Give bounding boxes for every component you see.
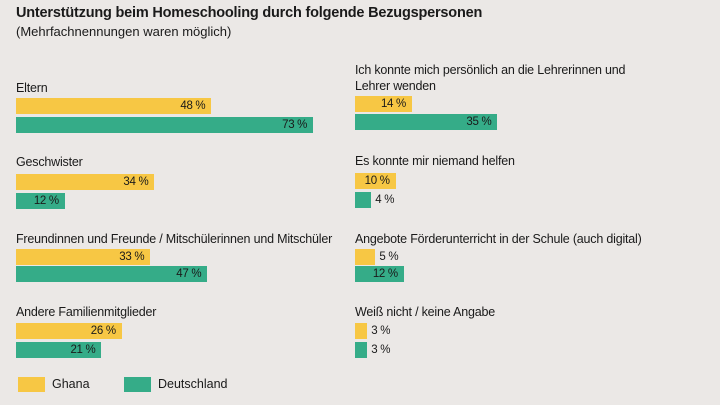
- category-label: Ich konnte mich persönlich an die Lehrer…: [355, 63, 626, 93]
- category-label: Geschwister: [16, 155, 83, 169]
- bar-deutschland: [16, 266, 208, 282]
- category-label: Eltern: [16, 81, 48, 95]
- bar-ghana: [16, 249, 151, 265]
- data-label: 10 %: [364, 175, 390, 187]
- data-label: 33 %: [119, 251, 145, 263]
- data-label: 26 %: [90, 325, 116, 337]
- bar-deutschland: [355, 266, 404, 282]
- category-label: Es konnte mir niemand helfen: [355, 154, 515, 168]
- data-label: 3 %: [371, 325, 391, 337]
- bar-ghana: [355, 323, 368, 339]
- chart-title: Unterstützung beim Homeschooling durch f…: [16, 5, 483, 21]
- bar-ghana: [16, 98, 212, 114]
- chart-subtitle: (Mehrfachnennungen waren möglich): [16, 24, 232, 39]
- data-label: 12 %: [372, 268, 398, 280]
- legend-label-ghana: Ghana: [52, 377, 90, 391]
- bar-deutschland: [16, 193, 65, 209]
- bar-deutschland: [355, 192, 372, 208]
- data-label: 34 %: [123, 176, 149, 188]
- bar-ghana: [355, 96, 412, 112]
- category-label: Weiß nicht / keine Angabe: [355, 305, 495, 319]
- bar-deutschland: [16, 342, 102, 358]
- data-label: 35 %: [466, 116, 492, 128]
- bar-ghana: [355, 249, 376, 265]
- data-label: 21 %: [70, 344, 96, 356]
- data-label: 3 %: [371, 344, 391, 356]
- data-label: 47 %: [176, 268, 202, 280]
- bar-deutschland: [16, 117, 314, 133]
- data-label: 12 %: [33, 195, 59, 207]
- legend-swatch-ghana: [18, 377, 45, 392]
- bar-deutschland: [355, 114, 498, 130]
- bar-ghana: [355, 173, 396, 189]
- data-label: 4 %: [375, 194, 395, 206]
- bar-deutschland: [355, 342, 368, 358]
- data-label: 14 %: [380, 98, 406, 110]
- data-label: 73 %: [282, 119, 308, 131]
- legend-label-deutschland: Deutschland: [158, 377, 228, 391]
- category-label: Andere Familienmitglieder: [16, 305, 157, 319]
- bar-ghana: [16, 174, 155, 190]
- category-label: Freundinnen und Freunde / Mitschülerinne…: [16, 232, 333, 246]
- category-label: Angebote Förderunterricht in der Schule …: [355, 232, 642, 246]
- bar-ghana: [16, 323, 122, 339]
- data-label: 5 %: [379, 251, 399, 263]
- data-label: 48 %: [180, 100, 206, 112]
- legend-swatch-deutschland: [124, 377, 151, 392]
